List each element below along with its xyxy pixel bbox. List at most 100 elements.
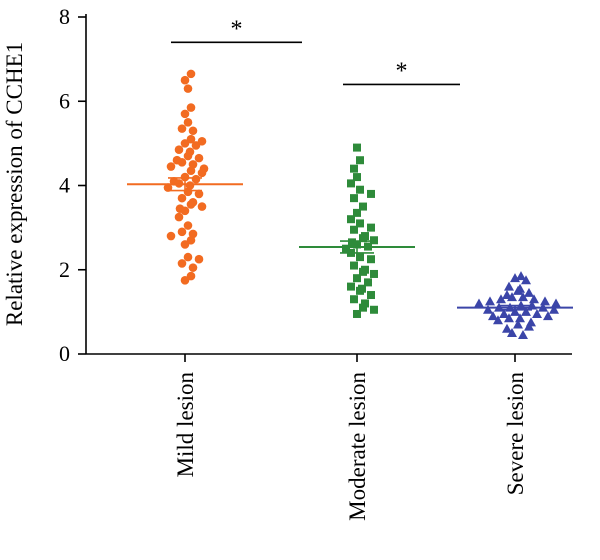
data-point xyxy=(516,271,526,281)
data-point xyxy=(507,327,517,337)
y-tick-label: 2 xyxy=(59,257,70,282)
data-point xyxy=(367,291,375,300)
data-point xyxy=(183,118,193,127)
data-point xyxy=(353,309,361,318)
data-point xyxy=(353,208,361,217)
data-point xyxy=(186,271,196,281)
data-point xyxy=(183,221,193,230)
data-point xyxy=(194,254,204,264)
data-point xyxy=(356,185,364,194)
data-point xyxy=(532,308,542,318)
data-point xyxy=(166,231,176,241)
data-point xyxy=(353,274,361,283)
data-point xyxy=(197,136,207,146)
data-point xyxy=(350,194,358,203)
data-point xyxy=(177,259,187,268)
data-point xyxy=(504,313,514,323)
data-point xyxy=(370,236,378,245)
data-point xyxy=(356,156,364,165)
data-point xyxy=(507,292,517,302)
data-point xyxy=(496,294,506,304)
significance-markers: ** xyxy=(171,16,460,86)
data-point xyxy=(177,124,187,133)
data-point xyxy=(510,273,520,283)
data-point xyxy=(485,296,495,306)
data-point xyxy=(186,134,196,144)
data-point xyxy=(180,75,190,85)
y-ticks: 0 2 4 6 8 xyxy=(59,4,86,366)
data-point xyxy=(197,202,207,211)
data-point xyxy=(183,84,193,93)
axes xyxy=(85,14,572,355)
data-point xyxy=(188,263,198,272)
data-point xyxy=(197,168,207,178)
data-point xyxy=(186,103,196,112)
data-point xyxy=(347,282,355,291)
data-point xyxy=(166,162,176,171)
data-point xyxy=(356,286,364,295)
data-point xyxy=(177,158,187,167)
data-point xyxy=(350,261,358,270)
data-point xyxy=(356,219,364,228)
data-point xyxy=(361,299,369,308)
data-point xyxy=(350,164,358,173)
data-point xyxy=(359,303,367,312)
data-point xyxy=(191,141,201,150)
data-point xyxy=(524,321,534,331)
data-point xyxy=(524,287,534,297)
data-point xyxy=(367,223,375,232)
data-point xyxy=(353,173,361,182)
data-point xyxy=(540,296,550,306)
data-point xyxy=(513,285,523,295)
y-tick-label: 6 xyxy=(59,88,70,113)
data-point xyxy=(174,212,184,222)
data-point xyxy=(356,253,364,262)
data-point xyxy=(350,295,358,304)
data-point xyxy=(183,252,193,262)
data-point xyxy=(359,267,367,276)
data-point xyxy=(370,269,378,278)
data-point xyxy=(180,172,190,182)
data-point xyxy=(180,109,190,119)
data-point xyxy=(180,275,190,285)
y-tick-label: 0 xyxy=(59,341,70,366)
data-point xyxy=(483,304,493,314)
category-label: Mild lesion xyxy=(173,372,198,478)
data-point xyxy=(474,298,484,308)
data-point xyxy=(183,151,193,161)
data-point xyxy=(177,227,187,237)
data-point xyxy=(350,225,358,234)
data-point xyxy=(180,206,190,216)
data-point xyxy=(353,143,361,152)
data-point xyxy=(499,308,509,318)
data-points xyxy=(163,69,561,340)
data-point xyxy=(183,187,193,197)
data-point xyxy=(342,244,350,253)
data-point xyxy=(518,330,528,340)
data-point xyxy=(359,234,367,243)
data-point xyxy=(504,281,514,291)
data-point xyxy=(174,145,184,154)
mean-sem-bars xyxy=(127,177,573,311)
data-point xyxy=(186,69,196,79)
data-point xyxy=(493,315,503,325)
data-point xyxy=(180,139,190,148)
data-point xyxy=(488,311,498,321)
data-point xyxy=(521,275,531,285)
data-point xyxy=(347,215,355,224)
significance-star: * xyxy=(396,58,408,84)
data-point xyxy=(359,202,367,211)
data-point xyxy=(186,200,196,209)
data-point xyxy=(348,238,356,247)
data-point xyxy=(180,240,190,249)
category-label: Severe lesion xyxy=(503,372,528,496)
data-point xyxy=(194,153,204,163)
data-point xyxy=(518,292,528,302)
data-point xyxy=(186,166,196,176)
y-axis-label: Relative expression of CCHE1 xyxy=(2,42,27,326)
data-point xyxy=(191,174,201,184)
x-ticks: Mild lesion Moderate lesion Severe lesion xyxy=(173,354,528,521)
data-point xyxy=(515,313,525,323)
data-point xyxy=(367,255,375,264)
